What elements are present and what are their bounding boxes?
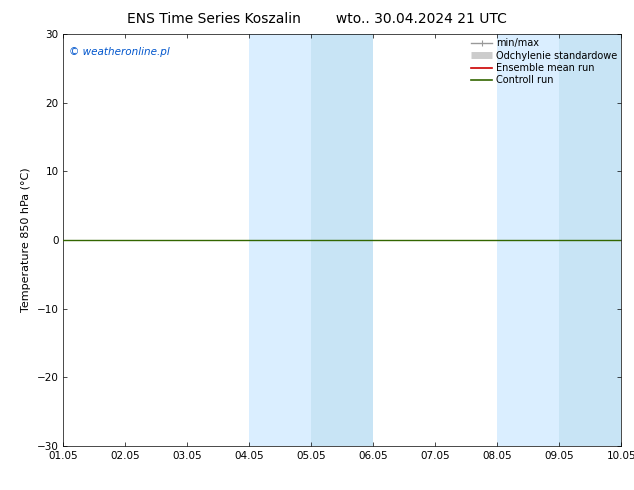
- Bar: [559, 34, 621, 446]
- Legend: min/max, Odchylenie standardowe, Ensemble mean run, Controll run: min/max, Odchylenie standardowe, Ensembl…: [469, 36, 619, 87]
- Bar: [497, 34, 559, 446]
- Text: ENS Time Series Koszalin        wto.. 30.04.2024 21 UTC: ENS Time Series Koszalin wto.. 30.04.202…: [127, 12, 507, 26]
- Y-axis label: Temperature 850 hPa (°C): Temperature 850 hPa (°C): [21, 168, 31, 313]
- Bar: [311, 34, 373, 446]
- Text: © weatheronline.pl: © weatheronline.pl: [69, 47, 170, 57]
- Bar: [249, 34, 311, 446]
